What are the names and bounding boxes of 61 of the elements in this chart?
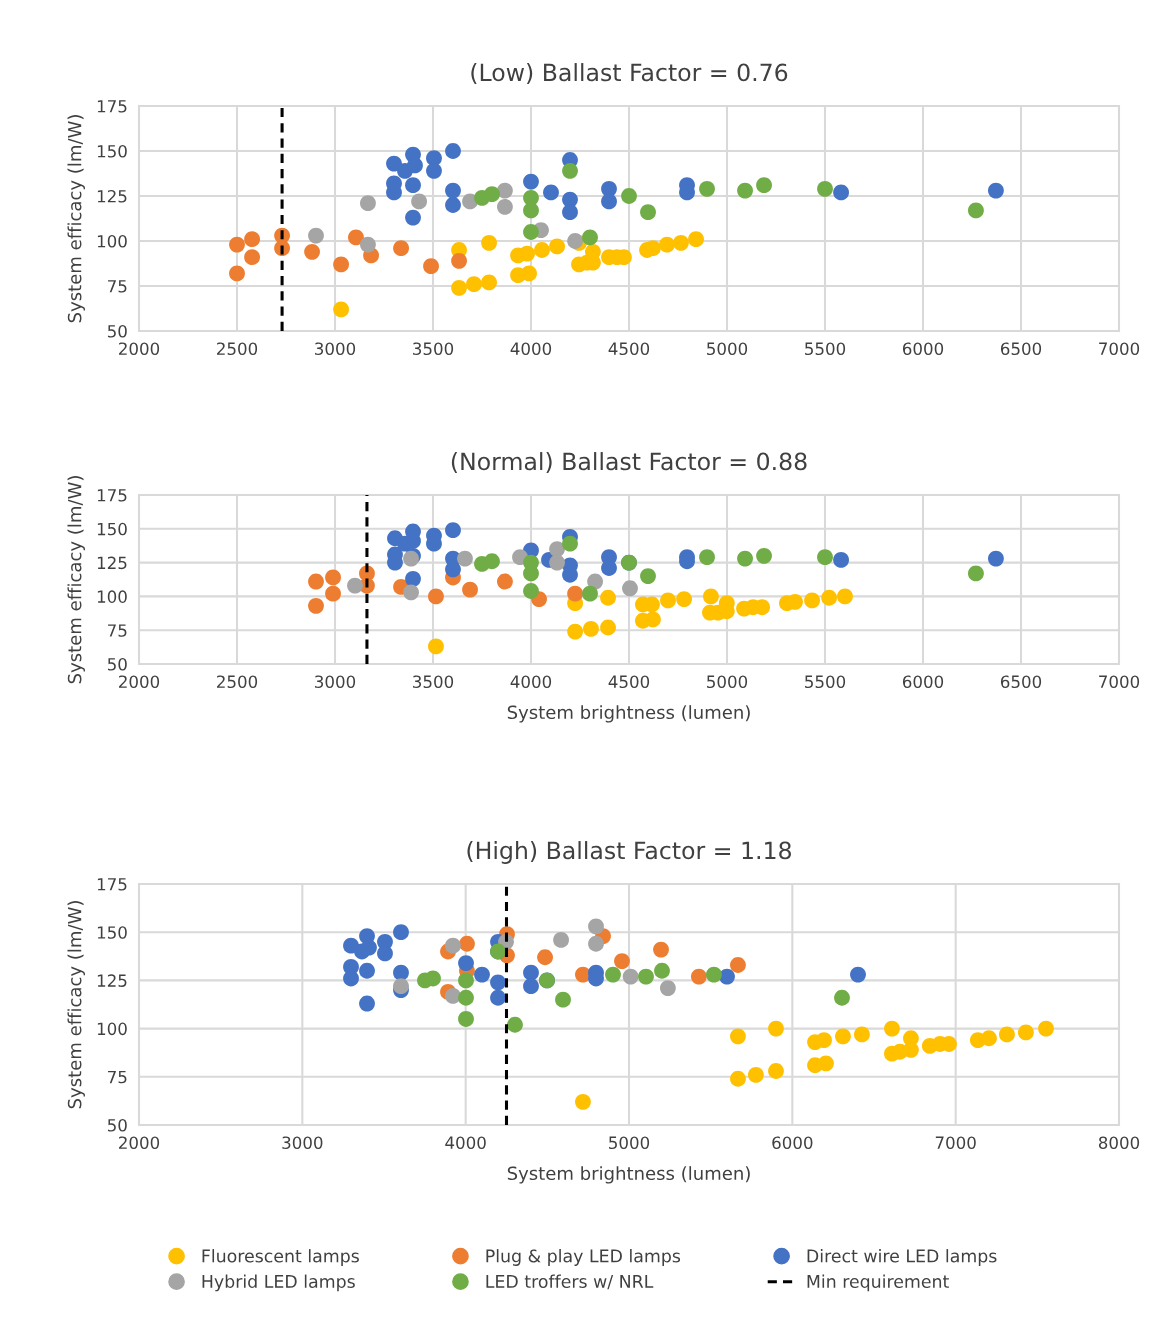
x-tick-label: 7000 — [1099, 342, 1140, 356]
chart-title: (High) Ballast Factor = 1.18 — [467, 841, 791, 864]
x-tick-label: 4000 — [445, 1136, 486, 1150]
legend-label: Fluorescent lamps — [202, 1249, 359, 1266]
x-tick-label: 3500 — [413, 342, 454, 356]
y-tick-label: 75 — [108, 280, 127, 293]
x-tick-label: 3000 — [315, 675, 356, 689]
x-tick-label: 6500 — [1000, 675, 1042, 689]
chart-title: (Normal) Ballast Factor = 0.88 — [451, 452, 807, 474]
y-axis-title: System efficacy (lm/W) — [67, 476, 85, 684]
y-tick-label: 150 — [97, 522, 127, 536]
y-axis-title: System efficacy (lm/W) — [67, 901, 85, 1109]
y-tick-label: 175 — [97, 489, 127, 502]
x-tick-label: 4500 — [608, 342, 650, 356]
x-tick-label: 2500 — [217, 675, 258, 689]
y-tick-label: 75 — [108, 624, 127, 637]
y-tick-label: 125 — [97, 974, 127, 987]
legend-label: Min requirement — [807, 1274, 949, 1292]
y-tick-label: 50 — [107, 657, 127, 671]
x-tick-label: 2000 — [119, 1136, 160, 1150]
y-tick-label: 50 — [107, 1118, 127, 1132]
y-tick-label: 50 — [107, 324, 127, 338]
y-tick-label: 150 — [97, 926, 127, 939]
y-axis-title: System efficacy (lm/W) — [67, 115, 85, 323]
x-tick-label: 2000 — [119, 675, 160, 689]
y-tick-label: 175 — [97, 100, 127, 113]
x-tick-label: 2000 — [119, 342, 160, 356]
x-tick-label: 3500 — [413, 675, 454, 689]
x-tick-label: 5500 — [805, 675, 846, 689]
y-tick-label: 100 — [97, 590, 127, 603]
x-axis-title: System brightness (lumen) — [507, 1166, 750, 1184]
legend-label: Hybrid LED lamps — [202, 1274, 355, 1292]
x-tick-label: 7000 — [1099, 675, 1140, 689]
y-tick-label: 125 — [97, 189, 127, 203]
x-tick-label: 7000 — [935, 1136, 976, 1150]
legend-label: Plug & play LED lamps — [486, 1249, 681, 1266]
x-tick-label: 4500 — [608, 675, 650, 689]
y-tick-label: 150 — [97, 144, 127, 158]
x-tick-label: 5000 — [707, 342, 748, 356]
y-tick-label: 125 — [97, 556, 127, 570]
x-tick-label: 4000 — [510, 342, 552, 356]
y-tick-label: 75 — [108, 1070, 127, 1084]
x-tick-label: 5000 — [707, 675, 748, 689]
x-tick-label: 4000 — [510, 675, 552, 689]
legend-label: Direct wire LED lamps — [807, 1249, 997, 1266]
y-tick-label: 100 — [97, 1022, 127, 1036]
y-tick-label: 100 — [97, 234, 127, 248]
x-tick-label: 6000 — [902, 675, 944, 689]
x-tick-label: 3000 — [315, 342, 356, 356]
legend-label: LED troffers w/ NRL — [486, 1274, 654, 1290]
x-tick-label: 6000 — [902, 342, 944, 356]
x-tick-label: 2500 — [217, 342, 258, 356]
x-tick-label: 8000 — [1098, 1136, 1140, 1150]
x-tick-label: 6000 — [772, 1136, 813, 1150]
x-tick-label: 6500 — [1000, 342, 1042, 356]
x-tick-label: 5000 — [609, 1136, 650, 1150]
y-tick-label: 175 — [97, 878, 127, 891]
x-tick-label: 3000 — [282, 1136, 323, 1150]
x-axis-title: System brightness (lumen) — [507, 705, 750, 723]
x-tick-label: 5500 — [805, 342, 846, 356]
chart-title: (Low) Ballast Factor = 0.76 — [471, 63, 788, 85]
